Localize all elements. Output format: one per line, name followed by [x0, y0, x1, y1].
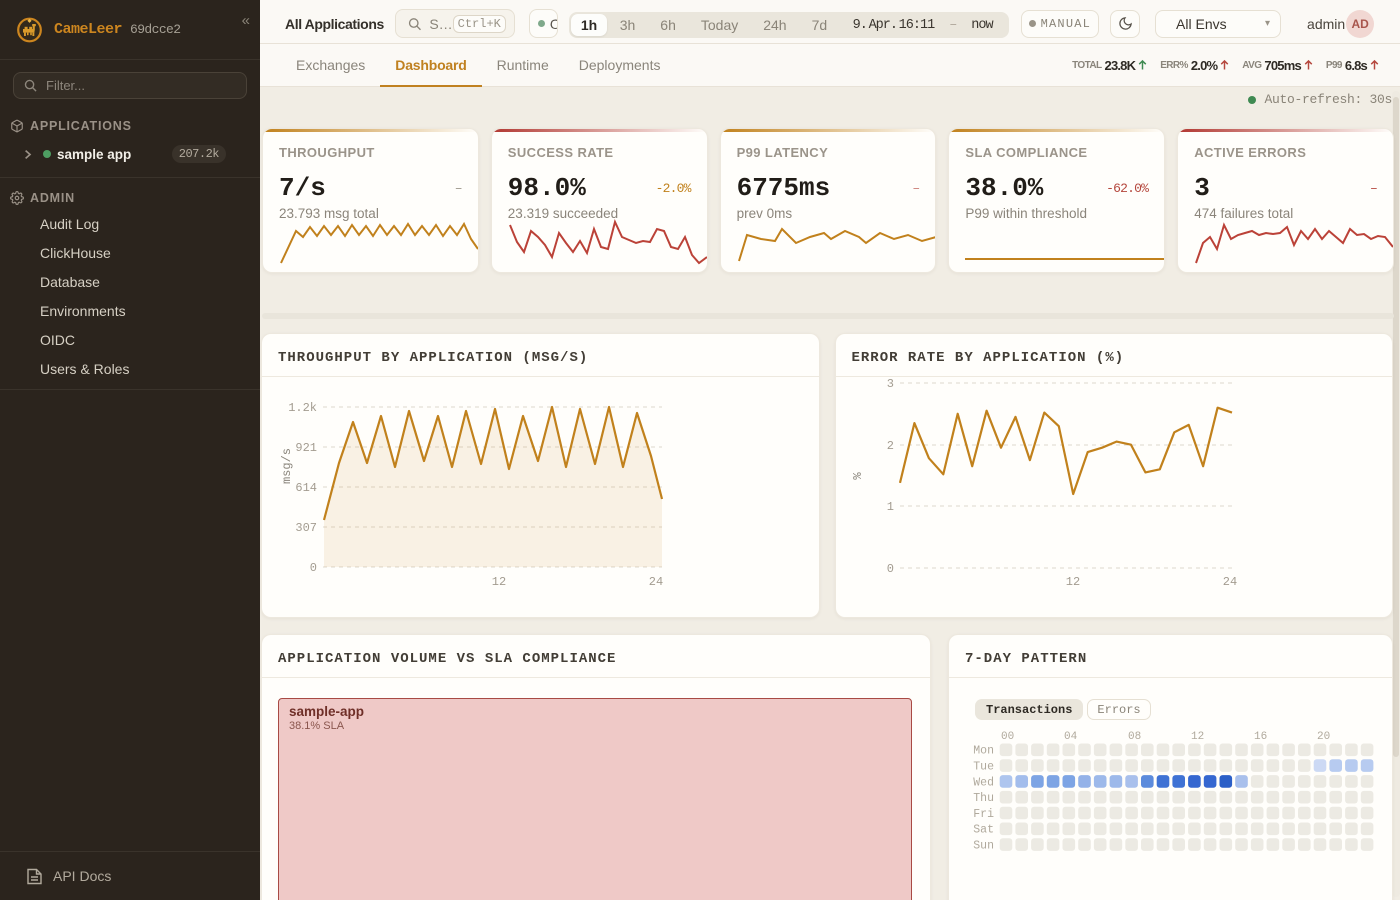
svg-text:Wed: Wed	[973, 776, 994, 789]
svg-text:0: 0	[886, 562, 893, 576]
svg-text:Sat: Sat	[973, 824, 994, 837]
svg-text:Fri: Fri	[973, 808, 994, 821]
svg-text:3: 3	[886, 378, 893, 391]
svg-text:msg/s: msg/s	[280, 448, 294, 484]
svg-text:Mon: Mon	[973, 745, 994, 758]
svg-text:0: 0	[310, 561, 317, 575]
svg-text:921: 921	[295, 441, 317, 455]
svg-text:614: 614	[295, 481, 317, 495]
svg-text:04: 04	[1064, 731, 1078, 743]
svg-text:12: 12	[492, 575, 506, 589]
svg-text:24: 24	[649, 575, 663, 589]
svg-text:Tue: Tue	[973, 761, 994, 774]
svg-text:1.2k: 1.2k	[288, 401, 317, 415]
svg-text:Thu: Thu	[973, 792, 994, 805]
svg-text:12: 12	[1065, 575, 1079, 589]
svg-text:307: 307	[295, 521, 317, 535]
svg-text:24: 24	[1222, 575, 1236, 589]
svg-text:%: %	[851, 472, 865, 480]
svg-text:1: 1	[886, 500, 893, 514]
svg-text:08: 08	[1128, 731, 1141, 743]
svg-text:16: 16	[1254, 731, 1267, 743]
svg-text:Sun: Sun	[973, 840, 994, 853]
svg-text:20: 20	[1317, 731, 1330, 743]
svg-text:2: 2	[886, 439, 893, 453]
svg-text:00: 00	[1001, 731, 1014, 743]
svg-text:12: 12	[1191, 731, 1204, 743]
